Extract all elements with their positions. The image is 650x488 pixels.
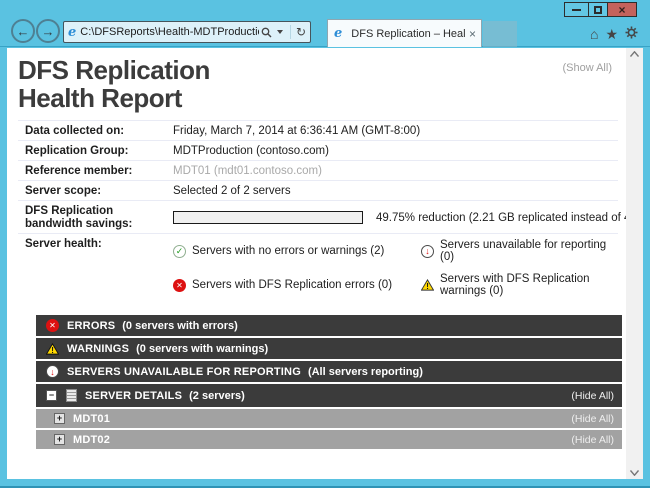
section-server-details[interactable]: SERVER DETAILS (2 servers) (Hide All) xyxy=(36,384,622,407)
unavailable-icon xyxy=(421,244,434,258)
info-value: Selected 2 of 2 servers xyxy=(173,185,291,197)
section-count: (0 servers with errors) xyxy=(122,319,238,332)
warning-icon: ! xyxy=(421,279,434,292)
info-value: MDT01 (mdt01.contoso.com) xyxy=(173,165,322,177)
server-name: MDT01 xyxy=(73,412,111,425)
tab-title: DFS Replication – Health Re... xyxy=(351,27,465,40)
caret-down-icon xyxy=(277,30,283,34)
bandwidth-summary: 49.75% reduction (2.21 GB replicated ins… xyxy=(376,211,626,224)
error-icon xyxy=(173,278,186,292)
tab-close-icon[interactable]: × xyxy=(468,26,476,41)
hide-all-link[interactable]: (Hide All) xyxy=(571,412,614,425)
section-count: (0 servers with warnings) xyxy=(136,342,269,355)
gear-icon[interactable] xyxy=(625,26,638,41)
maximize-button[interactable] xyxy=(588,2,608,17)
minimize-icon xyxy=(572,8,581,11)
info-value: MDTProduction (contoso.com) xyxy=(173,145,329,157)
info-row-server-scope: Server scope: Selected 2 of 2 servers xyxy=(18,180,618,200)
chrome-action-icons: ⌂ ★ xyxy=(590,26,638,41)
section-servers-unavailable[interactable]: SERVERS UNAVAILABLE FOR REPORTING (All s… xyxy=(36,361,622,382)
section-title: SERVERS UNAVAILABLE FOR REPORTING xyxy=(67,365,301,378)
success-icon xyxy=(173,244,186,258)
section-title: ERRORS xyxy=(67,319,116,332)
health-item-text: Servers unavailable for reporting (0) xyxy=(440,239,607,263)
info-label: Reference member: xyxy=(25,165,133,177)
info-row-server-health: Server health: Servers with no errors or… xyxy=(18,233,618,309)
server-row-mdt01[interactable]: MDT01 (Hide All) xyxy=(36,409,622,428)
bandwidth-progress-bar xyxy=(173,211,363,224)
report-page: DFS Replication Health Report (Show All) … xyxy=(7,48,626,479)
page-content: DFS Replication Health Report (Show All) … xyxy=(7,48,643,479)
report-sections: ERRORS (0 servers with errors) ! WARNING… xyxy=(36,315,622,449)
maximize-icon xyxy=(594,5,602,14)
svg-text:!: ! xyxy=(51,345,54,354)
forward-icon: → xyxy=(41,23,55,39)
show-all-link[interactable]: (Show All) xyxy=(562,62,612,74)
section-title: WARNINGS xyxy=(67,342,130,355)
address-dropdown-button[interactable] xyxy=(273,30,287,34)
server-health-grid: Servers with no errors or warnings (2) S… xyxy=(173,237,618,307)
home-icon[interactable]: ⌂ xyxy=(589,25,599,42)
info-label: Replication Group: xyxy=(25,145,129,157)
close-button[interactable]: × xyxy=(607,2,637,17)
section-errors[interactable]: ERRORS (0 servers with errors) xyxy=(36,315,622,336)
forward-button[interactable]: → xyxy=(36,19,60,43)
health-item: Servers unavailable for reporting (0) xyxy=(421,239,618,263)
star-icon[interactable]: ★ xyxy=(605,25,618,42)
hide-all-link[interactable]: (Hide All) xyxy=(571,433,614,446)
tab-dfs-health-report[interactable]: e DFS Replication – Health Re... × xyxy=(327,19,482,47)
expand-icon[interactable] xyxy=(54,434,65,445)
window-controls: × xyxy=(564,2,637,17)
health-item: Servers with DFS Replication errors (0) xyxy=(173,273,421,297)
warning-icon: ! xyxy=(46,342,59,355)
report-info-table: Data collected on: Friday, March 7, 2014… xyxy=(18,120,626,309)
info-label: Server health: xyxy=(25,238,102,250)
section-title: SERVER DETAILS xyxy=(85,389,183,402)
info-row-reference-member: Reference member: MDT01 (mdt01.contoso.c… xyxy=(18,160,618,180)
section-count: (All servers reporting) xyxy=(307,365,423,378)
back-icon: ← xyxy=(16,23,30,39)
hide-all-link[interactable]: (Hide All) xyxy=(571,389,614,402)
back-button[interactable]: ← xyxy=(11,19,35,43)
server-icon xyxy=(66,389,77,402)
info-value: Friday, March 7, 2014 at 6:36:41 AM (GMT… xyxy=(173,125,421,137)
error-icon xyxy=(46,319,59,332)
browser-chrome: × ← → e C:\DFSReports\Health-MDTProducti… xyxy=(0,0,650,47)
health-item: ! Servers with DFS Replication warnings (… xyxy=(421,273,618,297)
page-title: DFS Replication Health Report xyxy=(18,55,210,113)
info-label: Data collected on: xyxy=(25,125,125,137)
search-icon[interactable] xyxy=(259,27,273,38)
info-row-bandwidth: DFS Replication bandwidth savings: 49.75… xyxy=(18,200,626,233)
health-item-text: Servers with DFS Replication errors (0) xyxy=(192,279,393,291)
refresh-button[interactable]: ↻ xyxy=(290,25,307,39)
health-item: Servers with no errors or warnings (2) xyxy=(173,239,421,263)
server-name: MDT02 xyxy=(73,433,111,446)
scroll-down-icon[interactable] xyxy=(630,470,639,476)
tab-ie-icon: e xyxy=(334,26,343,41)
vertical-scrollbar[interactable] xyxy=(626,48,643,479)
info-row-replication-group: Replication Group: MDTProduction (contos… xyxy=(18,140,618,160)
info-label: DFS Replication bandwidth savings: xyxy=(25,205,133,230)
close-icon: × xyxy=(618,2,626,17)
section-count: (2 servers) xyxy=(189,389,245,402)
new-tab-button[interactable] xyxy=(483,21,517,47)
minimize-button[interactable] xyxy=(564,2,589,17)
section-warnings[interactable]: ! WARNINGS (0 servers with warnings) xyxy=(36,338,622,359)
scroll-up-icon[interactable] xyxy=(630,51,639,57)
info-row-data-collected: Data collected on: Friday, March 7, 2014… xyxy=(18,120,618,140)
health-item-text: Servers with no errors or warnings (2) xyxy=(192,245,385,257)
unavailable-icon xyxy=(46,365,59,378)
address-url[interactable]: C:\DFSReports\Health-MDTProduction-07Ma xyxy=(80,26,259,38)
collapse-icon[interactable] xyxy=(46,390,57,401)
address-bar[interactable]: e C:\DFSReports\Health-MDTProduction-07M… xyxy=(63,21,311,43)
health-item-text: Servers with DFS Replication warnings (0… xyxy=(440,273,590,297)
server-row-mdt02[interactable]: MDT02 (Hide All) xyxy=(36,430,622,449)
expand-icon[interactable] xyxy=(54,413,65,424)
svg-text:!: ! xyxy=(426,282,429,291)
info-label: Server scope: xyxy=(25,185,102,197)
ie-icon: e xyxy=(68,24,77,40)
